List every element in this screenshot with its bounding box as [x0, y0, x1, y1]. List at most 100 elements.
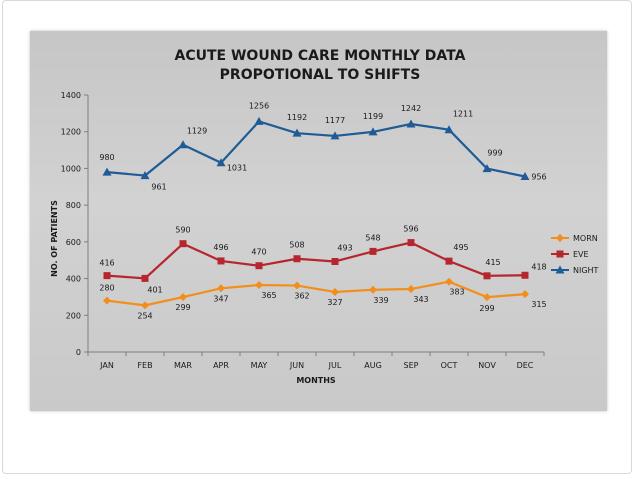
data-point-morn — [369, 285, 377, 294]
data-point-eve — [445, 257, 453, 265]
data-point-night — [102, 167, 112, 176]
legend-label-morn: MORN — [573, 234, 598, 243]
data-point-morn — [483, 293, 491, 302]
data-point-morn — [445, 277, 453, 286]
data-point-eve — [483, 272, 491, 280]
legend-label-eve: EVE — [573, 250, 589, 259]
data-point-morn — [407, 285, 415, 294]
chart-series — [102, 116, 530, 310]
data-point-morn — [293, 281, 301, 290]
x-tick-label: JUN — [289, 361, 304, 370]
y-tick-label: 200 — [66, 311, 81, 320]
data-label-eve: 590 — [175, 226, 190, 235]
data-label-morn: 254 — [137, 311, 152, 320]
data-point-night — [140, 171, 150, 180]
data-point-night — [292, 128, 302, 137]
data-label-night: 1211 — [453, 110, 473, 119]
series-line-morn — [106, 280, 526, 307]
data-label-night: 1177 — [325, 116, 345, 125]
data-point-night — [216, 158, 226, 167]
x-tick-label: MAR — [174, 361, 192, 370]
data-label-eve: 548 — [365, 233, 380, 242]
x-tick-label: JAN — [99, 361, 114, 370]
data-point-night — [482, 164, 492, 173]
data-label-night: 1192 — [287, 113, 307, 122]
data-point-night — [254, 116, 264, 125]
data-label-night: 999 — [487, 149, 502, 158]
chart-legend: MORN EVE NIGHT — [551, 234, 599, 275]
data-label-eve: 401 — [147, 285, 162, 294]
x-tick-label: DEC — [517, 361, 534, 370]
slide-footer-area — [24, 413, 610, 457]
data-label-eve: 418 — [531, 262, 546, 271]
data-label-morn: 383 — [449, 288, 464, 297]
data-point-night — [406, 119, 416, 128]
data-label-eve: 416 — [99, 259, 114, 268]
data-label-eve: 496 — [213, 243, 228, 252]
data-label-eve: 508 — [289, 241, 304, 250]
data-point-night — [368, 127, 378, 136]
data-labels: 280 254 299 347 365 362 327 339 343 383 299 315 416 4… — [99, 101, 546, 320]
y-tick-label: 800 — [66, 201, 81, 210]
data-label-night: 980 — [99, 153, 114, 162]
x-tick-label: AUG — [364, 361, 382, 370]
data-point-eve — [521, 271, 529, 279]
data-point-eve — [217, 257, 225, 265]
data-label-morn: 299 — [175, 303, 190, 312]
data-point-morn — [331, 287, 339, 296]
x-tick-label: MAY — [251, 361, 268, 370]
data-point-night — [330, 131, 340, 140]
data-point-eve — [103, 272, 111, 280]
data-point-morn — [217, 284, 225, 293]
data-point-night — [520, 172, 530, 181]
data-label-night: 1129 — [187, 127, 207, 136]
y-tick-label: 0 — [76, 348, 81, 357]
x-tick-label: NOV — [478, 361, 496, 370]
y-axis-title: NO. OF PATIENTS — [50, 200, 59, 277]
data-point-eve — [293, 255, 301, 263]
data-label-night: 1242 — [401, 104, 421, 113]
data-label-morn: 347 — [213, 294, 228, 303]
x-tick-label: JUL — [328, 361, 342, 370]
data-point-eve — [369, 247, 377, 255]
data-label-night: 961 — [151, 183, 166, 192]
data-label-eve: 596 — [403, 225, 418, 234]
legend-marker-night — [555, 265, 565, 274]
data-label-morn: 299 — [479, 304, 494, 313]
x-tick-label: OCT — [441, 361, 458, 370]
y-tick-label: 400 — [66, 275, 81, 284]
series-line-eve — [106, 241, 526, 280]
data-label-morn: 362 — [294, 292, 309, 301]
data-label-night: 956 — [531, 173, 546, 182]
data-label-morn: 343 — [413, 295, 428, 304]
data-point-eve — [179, 240, 187, 248]
data-label-night: 1199 — [363, 112, 383, 121]
data-point-morn — [103, 296, 111, 305]
data-point-eve — [141, 274, 149, 282]
x-axis-title: MONTHS — [296, 376, 336, 385]
y-tick-label: 1200 — [61, 128, 81, 137]
x-tick-label: SEP — [404, 361, 419, 370]
line-chart: ACUTE WOUND CARE MONTHLY DATA PROPOTIONAL… — [50, 48, 599, 385]
chart-title-line-1: ACUTE WOUND CARE MONTHLY DATA — [175, 48, 466, 64]
data-point-eve — [407, 239, 415, 247]
y-tick-label: 1400 — [61, 91, 81, 100]
data-point-night — [444, 125, 454, 134]
chart-axes: 0 200 400 600 800 1000 1200 1400 JAN FEB MAR APR MAY… — [50, 91, 545, 385]
y-tick-label: 1000 — [61, 164, 81, 173]
legend-label-night: NIGHT — [573, 266, 599, 275]
data-label-eve: 493 — [337, 243, 352, 252]
data-point-eve — [255, 262, 263, 270]
data-label-eve: 470 — [251, 248, 266, 257]
chart-title: ACUTE WOUND CARE MONTHLY DATA PROPOTIONAL… — [175, 48, 466, 83]
data-label-night: 1031 — [227, 164, 247, 173]
chart-title-line-2: PROPOTIONAL TO SHIFTS — [220, 67, 421, 83]
data-label-eve: 495 — [453, 243, 468, 252]
data-point-morn — [179, 293, 187, 302]
data-label-morn: 365 — [261, 291, 276, 300]
data-point-eve — [331, 257, 339, 265]
y-tick-label: 600 — [66, 238, 81, 247]
series-line-night — [106, 120, 526, 178]
data-label-eve: 415 — [485, 258, 500, 267]
